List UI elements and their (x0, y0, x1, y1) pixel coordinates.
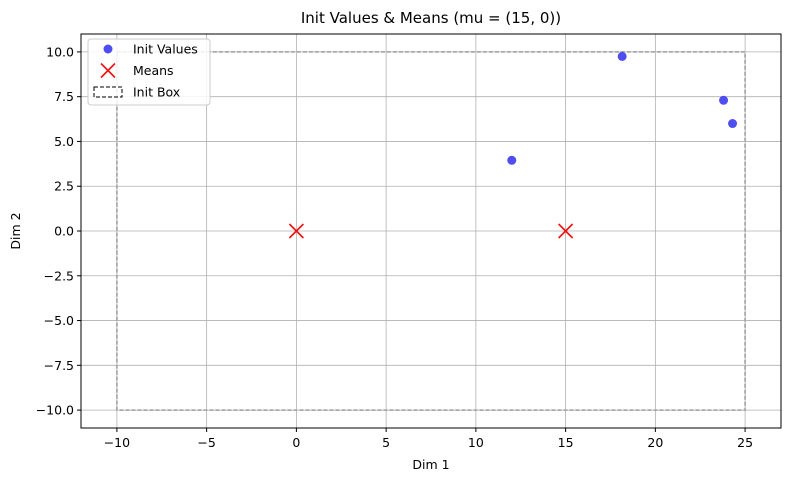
y-tick-label: −5.0 (44, 313, 74, 328)
x-tick-label: 5 (382, 435, 390, 450)
y-tick-label: −2.5 (44, 268, 74, 283)
legend-marker-means (100, 62, 116, 79)
legend-label: Init Box (133, 85, 180, 100)
init-value-point (507, 155, 517, 165)
y-axis-label: Dim 2 (8, 212, 23, 249)
chart-title: Init Values & Means (mu = (15, 0)) (301, 9, 561, 27)
x-tick-label: 0 (292, 435, 300, 450)
init-box-rect (115, 51, 747, 411)
y-tick-label: 0.0 (54, 224, 74, 239)
mean-marker (288, 223, 304, 239)
y-axis-ticks: 10.0 7.5 5.0 2.5 0.0 −2.5 −5.0 −7.5 −10.0 (36, 44, 81, 418)
init-value-point (728, 119, 738, 129)
x-axis-ticks: −10 −5 0 5 10 15 20 25 (104, 428, 753, 450)
legend: Init Values Means Init Box (87, 38, 211, 106)
x-axis-label: Dim 1 (412, 457, 449, 472)
legend-marker-init-box (93, 86, 123, 98)
x-tick-label: 10 (468, 435, 484, 450)
y-tick-label: 2.5 (54, 179, 74, 194)
init-value-point (617, 51, 627, 61)
legend-marker-init-values (103, 44, 113, 54)
y-tick-label: 10.0 (46, 44, 74, 59)
x-tick-label: 15 (558, 435, 574, 450)
legend-label: Means (133, 63, 174, 78)
x-tick-label: −5 (197, 435, 215, 450)
mean-marker (558, 223, 574, 239)
init-value-point (719, 95, 729, 105)
y-tick-label: −10.0 (36, 403, 74, 418)
x-tick-label: 25 (737, 435, 753, 450)
x-tick-label: 20 (647, 435, 663, 450)
y-tick-label: 7.5 (54, 89, 74, 104)
y-tick-label: −7.5 (44, 358, 74, 373)
y-tick-label: 5.0 (54, 134, 74, 149)
init-box (115, 51, 747, 411)
data-points (288, 51, 738, 239)
legend-box (87, 38, 211, 106)
x-tick-label: −10 (104, 435, 130, 450)
legend-label: Init Values (133, 42, 198, 57)
